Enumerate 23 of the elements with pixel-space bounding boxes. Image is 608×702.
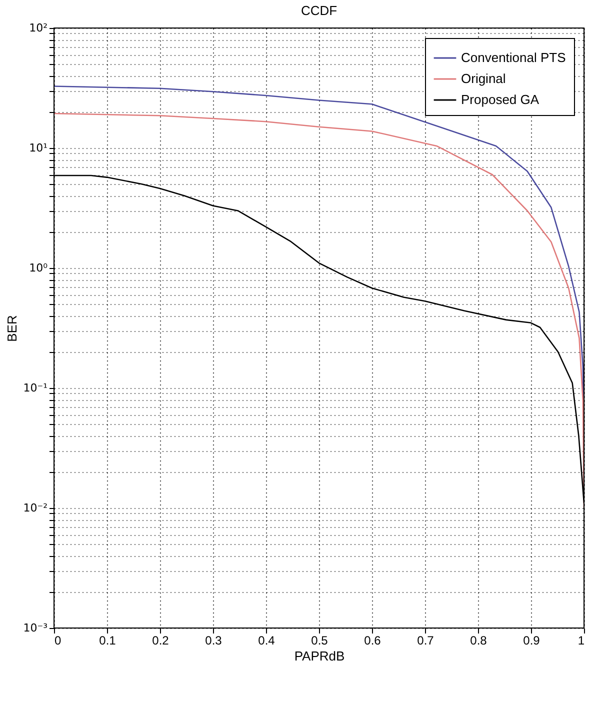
y-tick-label: 10⁻² [23, 502, 48, 514]
x-tick-label: 0.3 [205, 634, 222, 648]
x-tick-label: 0.2 [152, 634, 170, 648]
x-tick-label: 0.1 [99, 634, 116, 648]
legend-label: Proposed GA [461, 92, 540, 107]
x-tick-label: 0.6 [364, 634, 382, 648]
x-tick-label: 0.8 [470, 634, 488, 648]
x-tick-label: 0.5 [311, 634, 328, 648]
y-tick-label: 10⁰ [29, 262, 48, 274]
x-axis-title: PAPRdB [294, 648, 345, 664]
chart-title: CCDF [300, 3, 338, 18]
y-tick-label: 10⁻¹ [23, 382, 48, 394]
y-tick-label: 10² [29, 22, 48, 34]
x-tick-label: 0.9 [523, 634, 540, 648]
x-tick-label: 0.7 [417, 634, 434, 648]
legend-label: Original [461, 71, 506, 86]
x-tick-label: 0 [54, 634, 62, 648]
legend-label: Conventional PTS [461, 50, 566, 65]
x-tick-label: 0.4 [258, 634, 276, 648]
x-tick-label: 1 [578, 634, 585, 648]
y-tick-label: 10¹ [29, 142, 48, 154]
y-tick-label: 10⁻³ [23, 622, 48, 634]
y-axis-title: BER [4, 315, 20, 342]
